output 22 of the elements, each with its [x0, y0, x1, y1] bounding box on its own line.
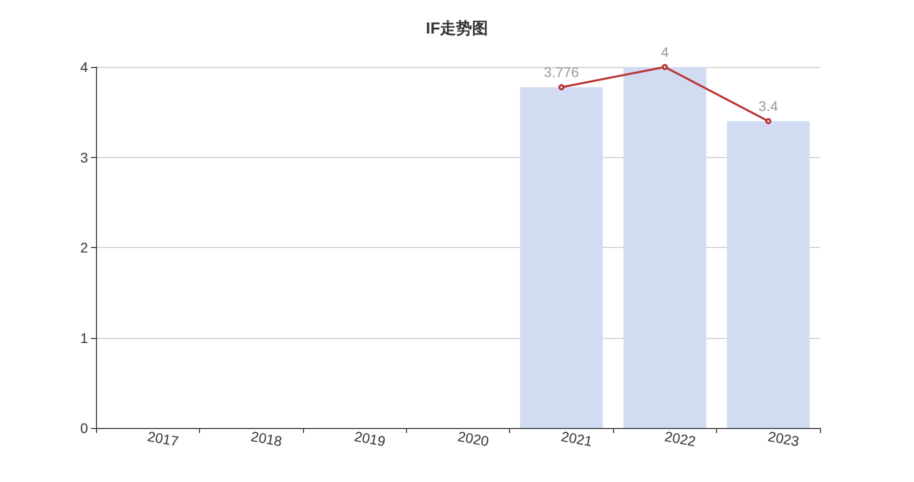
bar	[520, 87, 603, 428]
data-label: 3.4	[758, 98, 778, 114]
chart-title: IF走势图	[426, 20, 488, 38]
x-tick-label: 2018	[250, 428, 284, 450]
data-label: 3.776	[544, 64, 580, 80]
x-tick-label: 2020	[456, 428, 490, 450]
x-tick-label: 2022	[663, 428, 698, 450]
x-tick-label: 2017	[146, 428, 180, 450]
point	[662, 64, 668, 70]
point	[765, 118, 772, 124]
y-tick-label: 0	[80, 420, 88, 436]
y-tick-label: 1	[80, 330, 88, 346]
bar	[726, 121, 810, 428]
x-tick-label: 2019	[353, 428, 387, 450]
y-tick-label: 3	[80, 149, 88, 166]
y-tick-label: 2	[80, 240, 88, 256]
point	[558, 84, 564, 90]
data-label: 4	[660, 44, 669, 60]
y-tick-label: 4	[80, 59, 88, 75]
x-tick-label: 2021	[560, 428, 594, 450]
bar	[623, 67, 706, 428]
x-tick-label: 2023	[766, 428, 801, 450]
